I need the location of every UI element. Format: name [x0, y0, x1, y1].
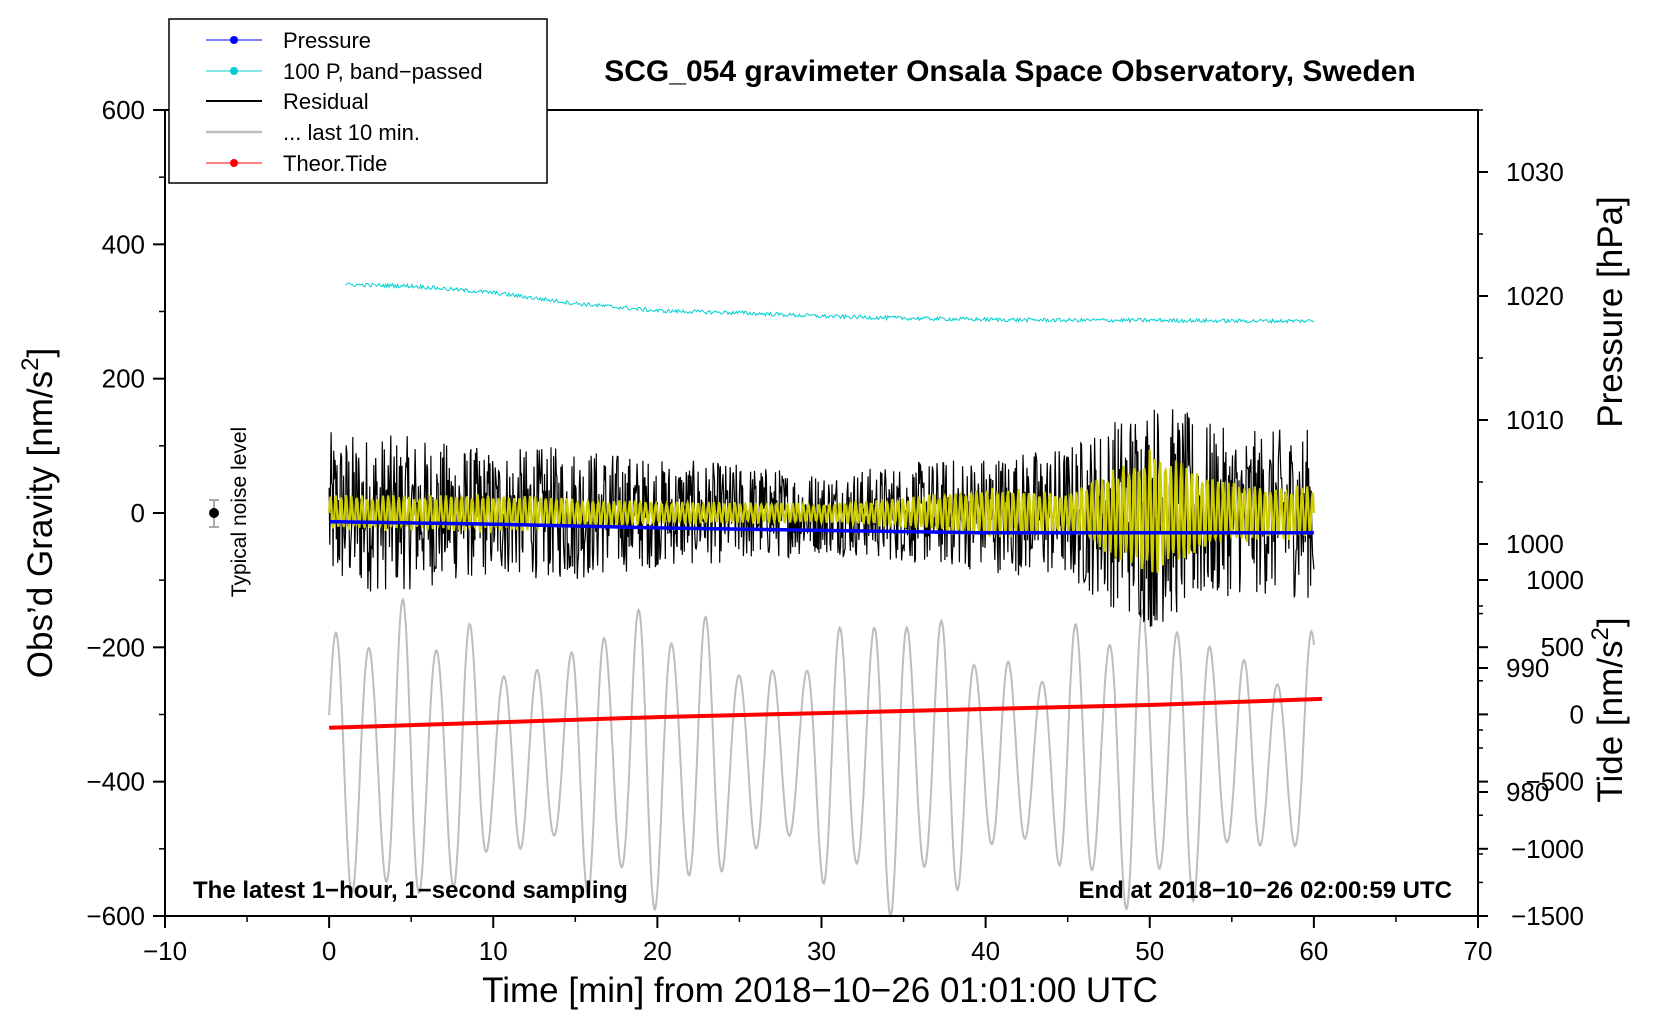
pressure-tick-label: 990	[1506, 653, 1549, 683]
x-tick-label: 70	[1464, 936, 1493, 966]
legend-label-last10: ... last 10 min.	[283, 120, 420, 145]
x-tick-label: 60	[1299, 936, 1328, 966]
annotation-left: The latest 1−hour, 1−second sampling	[193, 877, 628, 904]
x-tick-label: 10	[479, 936, 508, 966]
y-tick-label: −200	[86, 632, 145, 662]
x-axis-label: Time [min] from 2018−10−26 01:01:00 UTC	[482, 971, 1158, 1010]
x-tick-label: 50	[1135, 936, 1164, 966]
legend: Pressure 100 P, band−passed Residual ...…	[168, 18, 548, 184]
legend-label-bandpassed: 100 P, band−passed	[283, 59, 483, 84]
y-axis-label-pressure: Pressure [hPa]	[1591, 196, 1630, 428]
tide-tick-label: 500	[1541, 632, 1584, 662]
pressure-tick-label: 1020	[1506, 281, 1564, 311]
legend-item-bandpassed: 100 P, band−passed	[206, 59, 483, 84]
series-residual	[328, 409, 1315, 627]
legend-marker-tide	[230, 159, 238, 167]
y-axis-label-left: Obs’d Gravity [nm/s2]	[17, 348, 60, 678]
y-tick-label: 600	[102, 95, 145, 125]
x-tick-label: −10	[143, 936, 187, 966]
series-residual-bandpassed	[328, 449, 1315, 574]
y-axis-label-tide: Tide [nm/s2]	[1587, 617, 1630, 802]
tide-tick-label: −500	[1525, 767, 1584, 797]
noise-point	[209, 508, 219, 518]
legend-label-tide: Theor.Tide	[283, 151, 387, 176]
x-tick-label: 40	[971, 936, 1000, 966]
tide-tick-label: 0	[1570, 699, 1584, 729]
y-tick-label: 200	[102, 364, 145, 394]
legend-label-residual: Residual	[283, 89, 369, 114]
series-layer	[328, 282, 1323, 919]
y-tick-label: −400	[86, 767, 145, 797]
x-tick-label: 30	[807, 936, 836, 966]
series-100p-bandpassed	[345, 282, 1315, 325]
legend-marker-bandpassed	[230, 67, 238, 75]
legend-marker-pressure	[230, 36, 238, 44]
y-tick-label: 0	[131, 498, 145, 528]
series-last-10-min	[328, 597, 1315, 919]
y-tick-label: 400	[102, 229, 145, 259]
chart-title: SCG_054 gravimeter Onsala Space Observat…	[604, 55, 1416, 88]
tide-tick-label: −1000	[1511, 834, 1584, 864]
tide-tick-label: 1000	[1526, 565, 1584, 595]
pressure-tick-label: 1010	[1506, 405, 1564, 435]
pressure-tick-label: 980	[1506, 777, 1549, 807]
noise-label: Typical noise level	[228, 427, 251, 597]
series-theor-tide	[329, 696, 1323, 730]
noise-marker: Typical noise level	[209, 427, 251, 597]
annotation-right: End at 2018−10−26 02:00:59 UTC	[1078, 877, 1452, 904]
tide-tick-label: −1500	[1511, 901, 1584, 931]
legend-item-pressure: Pressure	[206, 28, 371, 53]
y-tick-label: −600	[86, 901, 145, 931]
x-tick-label: 20	[643, 936, 672, 966]
series-pressure	[329, 519, 1314, 535]
x-tick-label: 0	[322, 936, 336, 966]
legend-item-last10: ... last 10 min.	[206, 120, 420, 145]
legend-item-residual: Residual	[206, 89, 369, 114]
pressure-tick-label: 1000	[1506, 529, 1564, 559]
pressure-tick-label: 1030	[1506, 157, 1564, 187]
legend-label-pressure: Pressure	[283, 28, 371, 53]
legend-item-tide: Theor.Tide	[206, 151, 387, 176]
axes-layer: −10 0 10 20 30 40 50 60 706004002000−200−400−600…	[86, 95, 1584, 966]
